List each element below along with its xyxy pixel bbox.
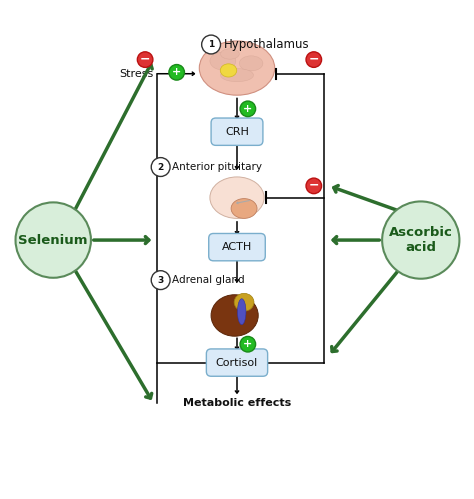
Text: 2: 2 [157, 163, 164, 172]
Text: −: − [309, 179, 319, 192]
Circle shape [240, 101, 255, 117]
Text: Stress: Stress [119, 69, 153, 79]
Circle shape [306, 178, 321, 194]
Circle shape [169, 64, 184, 80]
Ellipse shape [234, 293, 254, 311]
Circle shape [382, 202, 459, 279]
Ellipse shape [220, 49, 239, 59]
Text: Ascorbic
acid: Ascorbic acid [389, 226, 453, 254]
Ellipse shape [220, 68, 254, 82]
Ellipse shape [220, 64, 237, 77]
Text: Anterior pituitary: Anterior pituitary [173, 162, 263, 172]
Circle shape [151, 270, 170, 289]
Text: Selenium: Selenium [18, 234, 88, 247]
Text: Hypothalamus: Hypothalamus [224, 38, 310, 51]
Text: ACTH: ACTH [222, 242, 252, 252]
Circle shape [240, 336, 255, 352]
Circle shape [306, 52, 321, 67]
Text: 3: 3 [157, 275, 164, 284]
Text: −: − [140, 52, 150, 66]
Text: Adrenal gland: Adrenal gland [173, 275, 245, 285]
Circle shape [151, 158, 170, 177]
Ellipse shape [231, 199, 257, 219]
Text: +: + [243, 104, 253, 114]
FancyBboxPatch shape [211, 118, 263, 145]
Text: −: − [309, 52, 319, 66]
Text: +: + [172, 67, 182, 77]
Text: Metabolic effects: Metabolic effects [183, 398, 291, 408]
Ellipse shape [210, 177, 264, 219]
Ellipse shape [237, 299, 246, 325]
FancyBboxPatch shape [209, 234, 265, 261]
Text: Cortisol: Cortisol [216, 358, 258, 368]
Circle shape [137, 52, 153, 67]
Ellipse shape [210, 52, 236, 70]
Circle shape [16, 203, 91, 278]
Text: +: + [243, 339, 253, 349]
Text: 1: 1 [208, 40, 214, 49]
Text: CRH: CRH [225, 127, 249, 137]
FancyBboxPatch shape [206, 349, 268, 376]
Circle shape [201, 35, 220, 54]
Ellipse shape [211, 295, 258, 336]
Ellipse shape [199, 41, 275, 95]
Ellipse shape [239, 56, 263, 71]
